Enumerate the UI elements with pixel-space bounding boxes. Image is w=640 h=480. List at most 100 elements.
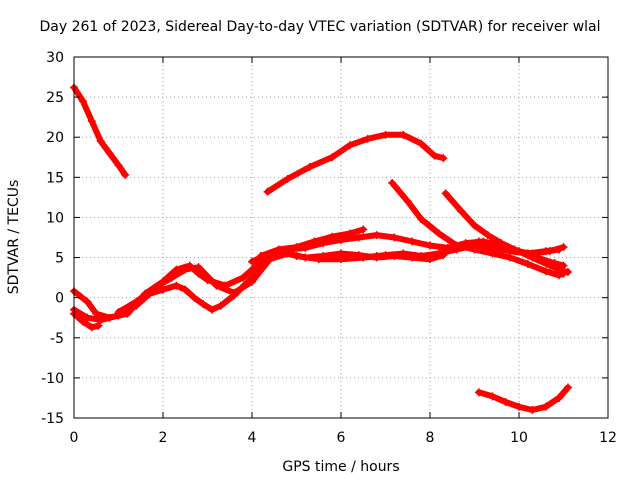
data-point — [78, 97, 87, 106]
data-point — [274, 245, 283, 254]
y-tick-label: -10 — [41, 371, 64, 387]
series-trace — [475, 384, 571, 413]
y-tick-label: 25 — [46, 90, 64, 106]
x-tick-label: 0 — [70, 430, 79, 446]
data-point — [417, 139, 426, 148]
data-point — [488, 392, 497, 401]
data-point — [359, 225, 368, 234]
data-point — [114, 308, 123, 317]
data-point — [408, 253, 417, 262]
series-arc-2 — [263, 130, 448, 196]
data-point — [403, 197, 412, 206]
data-point — [216, 301, 225, 310]
data-point — [443, 243, 452, 252]
data-point — [528, 249, 537, 258]
data-point — [546, 247, 555, 256]
data-point — [457, 241, 466, 250]
data-point — [345, 229, 354, 238]
series-arc-10 — [256, 225, 368, 260]
data-point — [301, 253, 310, 262]
data-point — [470, 221, 479, 230]
data-point — [305, 162, 314, 171]
data-point — [132, 297, 141, 306]
data-point — [337, 249, 345, 258]
data-point — [310, 237, 319, 246]
data-point — [388, 178, 397, 187]
data-point — [94, 321, 103, 330]
data-point — [263, 187, 272, 196]
data-point — [199, 300, 208, 309]
data-point — [87, 117, 96, 126]
data-point — [390, 233, 399, 242]
series-trace — [71, 310, 102, 331]
data-point — [239, 273, 248, 282]
data-point — [354, 233, 363, 242]
series-arc-12 — [474, 383, 572, 414]
x-axis-label: GPS time / hours — [282, 459, 399, 475]
data-point — [190, 293, 199, 302]
data-point — [441, 189, 450, 198]
x-tick-label: 6 — [337, 430, 346, 446]
data-point — [523, 259, 532, 268]
data-point — [510, 247, 519, 256]
y-tick-label: 15 — [46, 170, 64, 186]
data-point — [83, 297, 92, 306]
data-point — [159, 285, 167, 294]
data-point — [345, 141, 354, 150]
data-point — [372, 231, 381, 240]
x-tick-label: 2 — [159, 430, 168, 446]
data-point — [408, 237, 417, 246]
data-point — [83, 313, 92, 322]
y-tick-label: -5 — [50, 331, 64, 347]
data-point — [550, 259, 559, 268]
data-point — [457, 207, 466, 216]
data-point — [372, 253, 381, 262]
y-tick-label: 20 — [46, 130, 64, 146]
data-point — [172, 281, 181, 290]
data-point — [559, 243, 568, 252]
data-point — [167, 273, 176, 282]
data-point — [248, 257, 256, 266]
data-point — [96, 316, 105, 325]
data-point — [434, 229, 443, 238]
y-tick-label: 5 — [55, 251, 64, 267]
y-tick-label: -15 — [41, 411, 64, 427]
data-point — [483, 231, 492, 240]
data-point — [328, 232, 337, 241]
series-arc-8 — [114, 249, 448, 317]
y-axis-label: SDTVAR / TECUs — [6, 180, 22, 295]
data-point — [230, 288, 239, 297]
data-point — [563, 267, 572, 276]
data-point — [417, 215, 426, 224]
data-point — [256, 251, 265, 260]
data-point — [181, 265, 190, 274]
x-tick-label: 8 — [426, 430, 435, 446]
y-tick-label: 30 — [46, 50, 64, 66]
data-point — [121, 170, 130, 179]
x-tick-label: 12 — [599, 430, 617, 446]
data-point — [492, 243, 501, 252]
data-series — [70, 83, 572, 414]
y-tick-label: 10 — [46, 210, 64, 226]
data-point — [194, 263, 203, 272]
data-point — [363, 134, 372, 143]
chart-title: Day 261 of 2023, Sidereal Day-to-day VTE… — [39, 19, 601, 35]
ticks: 0 2 4 6 8 10 12 -15 -10 -5 0 5 10 15 20 25 30 — [41, 50, 617, 446]
data-point — [555, 393, 564, 402]
data-point — [283, 174, 292, 183]
data-point — [105, 149, 114, 158]
data-point — [114, 161, 123, 170]
grid — [74, 57, 608, 418]
data-point — [541, 402, 550, 411]
data-point — [87, 323, 96, 332]
data-point — [248, 277, 256, 286]
data-point — [150, 284, 159, 293]
data-point — [292, 243, 301, 252]
data-point — [96, 137, 105, 146]
data-point — [541, 267, 550, 276]
data-point — [181, 285, 190, 294]
data-point — [430, 151, 439, 160]
data-point — [319, 251, 328, 260]
y-tick-label: 0 — [55, 291, 64, 307]
